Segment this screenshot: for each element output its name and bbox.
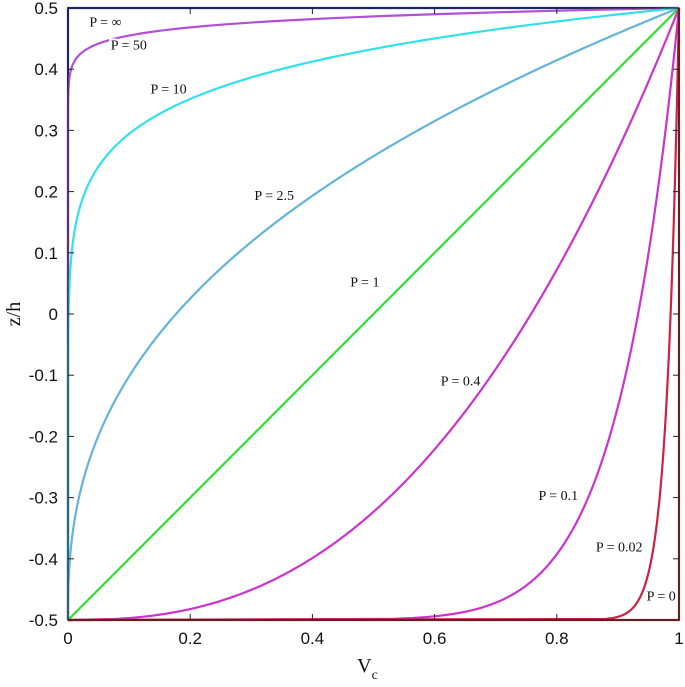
y-tick-label: 0.2	[34, 183, 58, 202]
x-axis-label-subscript: c	[372, 668, 378, 683]
series-line-p-2-5	[66, 6, 680, 621]
series-line-p-1	[67, 7, 680, 621]
y-tick-label: 0.5	[34, 0, 58, 18]
x-tick-label: 0.4	[301, 629, 325, 648]
curve-label: P = 0	[647, 589, 676, 604]
series-line-p-0-1	[67, 7, 681, 622]
y-tick-label: -0.3	[29, 489, 58, 508]
x-tick-label: 0.8	[545, 629, 569, 648]
curves-layer	[66, 6, 681, 622]
curve-label: P = 2.5	[254, 189, 294, 204]
y-tick-label: -0.5	[29, 611, 58, 630]
curve-label: P = 1	[350, 275, 379, 290]
y-axis-label: z/h	[3, 302, 25, 326]
curve-label: P = 0.1	[538, 489, 578, 504]
y-tick-label: -0.4	[29, 550, 58, 569]
y-tick-label: -0.1	[29, 366, 58, 385]
curve-labels-layer: P = ∞ P = 50 P = 10 P = 2.5 P = 1 P = 0.4 P = …	[87, 13, 677, 606]
x-tick-label: 0	[63, 629, 72, 648]
y-tick-label: 0.3	[34, 121, 58, 140]
axes-layer: -0.5 -0.4 -0.3 -0.2 -0.1 0 0.1 0.2 0.3 0.4 0.5 0 0.2…	[3, 0, 684, 683]
curve-label: P = 0.4	[441, 375, 481, 390]
y-tick-label: 0.4	[34, 60, 58, 79]
x-tick-label: 0.6	[423, 629, 447, 648]
curve-label: P = ∞	[89, 15, 121, 30]
x-axis-label: Vc	[357, 655, 378, 683]
series-line-p-0-02	[67, 7, 681, 622]
series-line-p-0-4	[67, 7, 681, 622]
curve-label: P = 50	[111, 39, 147, 54]
curve-label: P = 0.02	[596, 540, 643, 555]
x-tick-label: 1	[674, 629, 683, 648]
x-axis-label-main: V	[357, 655, 372, 677]
curve-label: P = 10	[150, 83, 186, 98]
x-tick-label: 0.2	[178, 629, 202, 648]
y-tick-label: 0.1	[34, 244, 58, 263]
y-tick-label: -0.2	[29, 427, 58, 446]
y-tick-label: 0	[49, 305, 58, 324]
